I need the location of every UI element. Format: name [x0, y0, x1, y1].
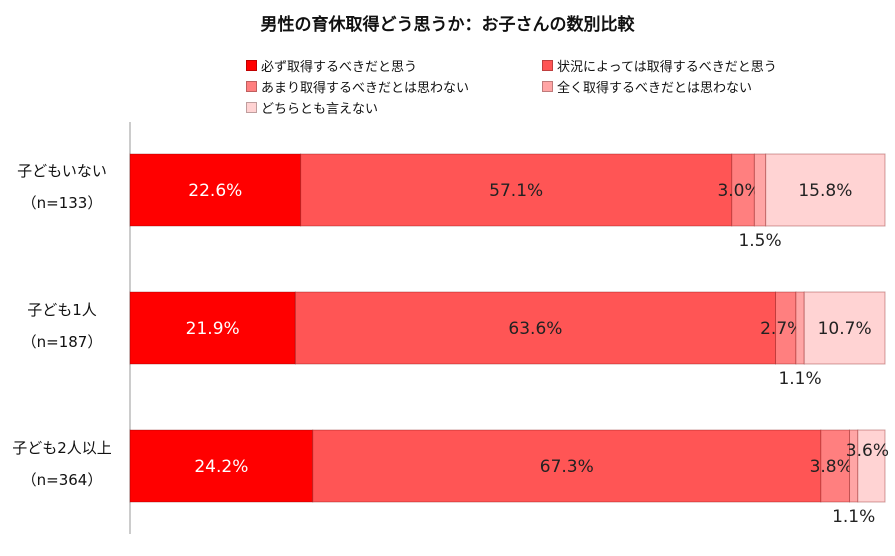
category-name: 子ども1人	[27, 301, 97, 319]
data-label: 63.6%	[508, 319, 562, 339]
legend-item: どちらとも言えない	[246, 98, 378, 117]
bar-segment	[765, 153, 886, 227]
chart-title: 男性の育休取得どう思うか：お子さんの数別比較	[260, 15, 635, 35]
bar-segment	[129, 291, 296, 365]
bar-segment	[803, 291, 886, 365]
data-label: 15.8%	[798, 181, 852, 201]
category-label: 子ども2人以上 （n=364）	[2, 432, 122, 496]
legend-swatch	[246, 60, 257, 71]
legend-item: 状況によっては取得するべきだと思う	[542, 56, 777, 75]
legend-label: 状況によっては取得するべきだと思う	[557, 60, 777, 75]
legend-swatch	[246, 81, 257, 92]
legend-item: 全く取得するべきだとは思わない	[542, 77, 752, 96]
category-name: 子どもいない	[17, 162, 107, 180]
category-label: 子ども1人 （n=187）	[2, 294, 122, 358]
category-name: 子ども2人以上	[12, 439, 112, 457]
bar-segment	[294, 291, 777, 365]
legend-label: 必ず取得するべきだと思う	[261, 60, 418, 75]
data-label: 57.1%	[489, 181, 543, 201]
legend-label: 全く取得するべきだとは思わない	[557, 81, 753, 96]
bar-segment	[129, 153, 302, 227]
data-label: 22.6%	[188, 181, 242, 201]
legend-swatch	[542, 81, 553, 92]
legend-swatch	[246, 102, 257, 113]
category-n: （n=133）	[21, 194, 103, 212]
legend-item: 必ず取得するべきだと思う	[246, 56, 417, 75]
data-label: 1.1%	[832, 507, 875, 527]
data-label: 2.7%	[760, 319, 803, 339]
legend-item: あまり取得するべきだとは思わない	[246, 77, 469, 96]
data-label: 3.0%	[717, 181, 760, 201]
data-label: 24.2%	[194, 457, 248, 477]
data-label: 67.3%	[540, 457, 594, 477]
bar-segment	[795, 291, 805, 365]
legend-label: あまり取得するべきだとは思わない	[261, 81, 470, 96]
data-label: 21.9%	[186, 319, 240, 339]
legend-swatch	[542, 60, 553, 71]
data-label: 3.6%	[846, 441, 889, 461]
data-label: 1.5%	[738, 231, 781, 251]
data-label: 3.8%	[810, 457, 853, 477]
legend-label: どちらとも言えない	[261, 102, 379, 117]
data-label: 10.7%	[818, 319, 872, 339]
bar-segment	[300, 153, 733, 227]
bar-segment	[753, 153, 767, 227]
category-n: （n=364）	[21, 471, 103, 489]
data-label: 1.1%	[778, 369, 821, 389]
bar-segment	[857, 429, 886, 503]
category-label: 子どもいない （n=133）	[2, 155, 122, 219]
category-n: （n=187）	[21, 333, 103, 351]
bar-segment	[312, 429, 822, 503]
